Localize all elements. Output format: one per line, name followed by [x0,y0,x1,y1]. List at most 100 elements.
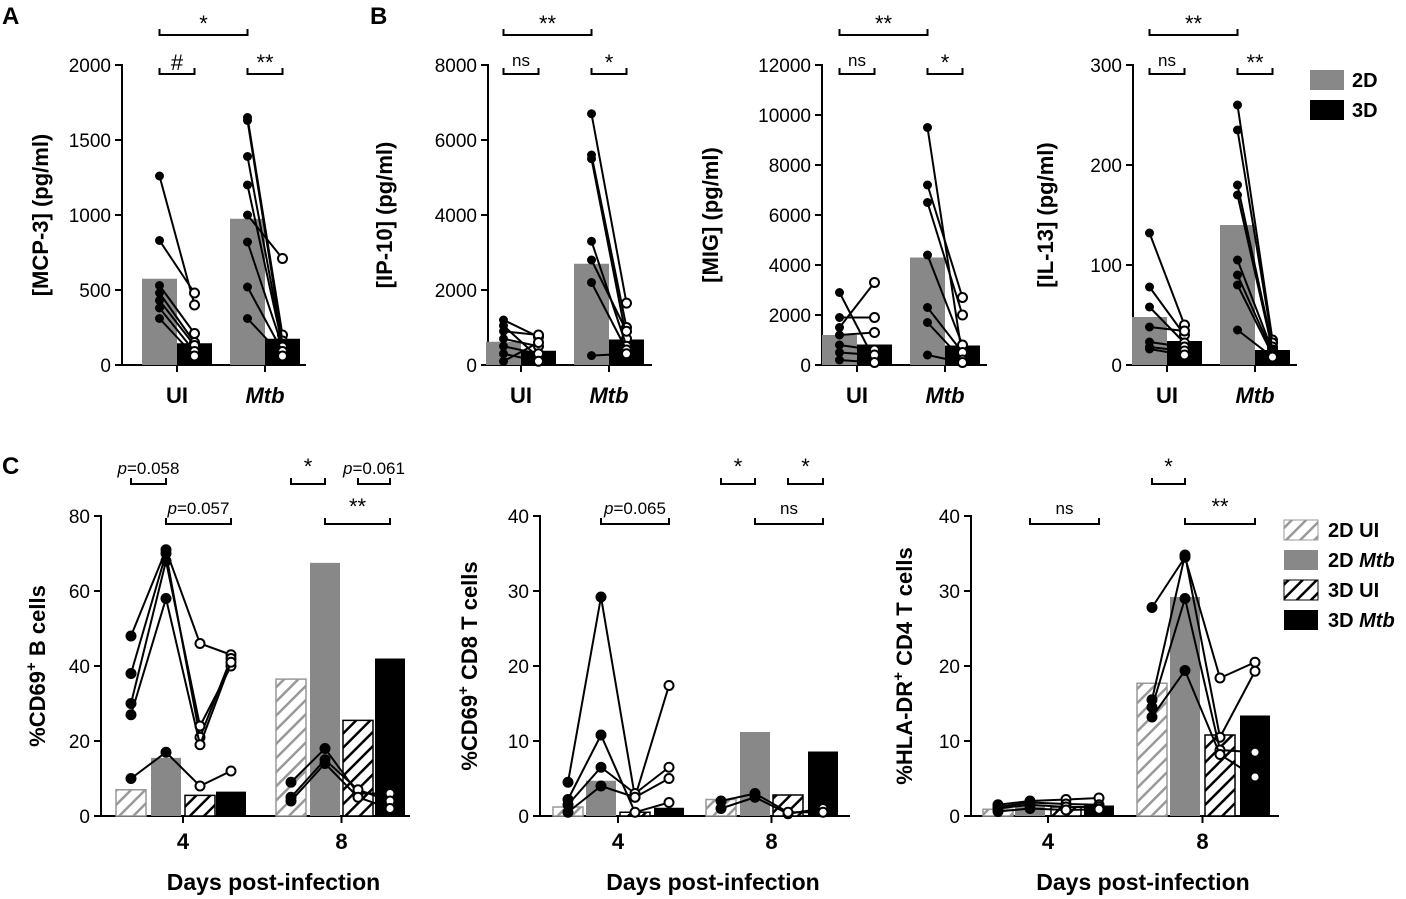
data-point-2d [125,668,137,679]
x-axis-title: Days post-infection [606,869,819,895]
donor-line [590,158,628,339]
data-point-3d [663,761,675,773]
legend-top: 2D 3D [1310,70,1378,122]
significance-bracket [1236,68,1274,75]
significance-label: ** [875,11,893,36]
data-point-3d [189,287,200,299]
donor-line [997,807,1100,813]
data-point-2d [155,288,164,298]
legend-label-2d-ui: 2D UI [1328,520,1379,542]
y-tick-label: 80 [69,507,90,528]
y-axis-label: [MCP-3] (pg/ml) [28,134,53,297]
significance-label: * [1164,454,1173,479]
donor-line [158,317,196,357]
x-axis-title: Days post-infection [1036,869,1249,895]
data-point-2d [243,210,252,220]
significance-label-value: =0.057 [177,499,229,518]
donor-line [926,202,964,316]
y-tick-label: 10 [508,732,529,753]
significance-bracket [502,68,540,75]
data-point-3d [352,791,364,803]
data-point-2d [1145,344,1154,354]
data-point-2d [155,236,164,245]
y-axis-label: %CD69+ CD8 T cells [455,561,482,770]
donor-line [130,594,232,749]
data-point-2d [1233,270,1242,280]
panel-label-a: A [2,3,19,30]
bar-2d-mtb [310,562,340,816]
donor-line [997,803,1099,810]
data-point-2d [587,236,596,246]
y-tick-label: 20 [939,657,960,678]
significance-label: p=0.065 [603,499,666,518]
significance-label: ** [539,11,557,36]
data-point-3d [957,357,968,368]
legend-label-2d: 2D [1352,70,1378,92]
data-point-2d [285,776,297,788]
data-point-2d [595,591,607,603]
data-point-3d [817,806,829,818]
data-point-2d [587,278,596,287]
data-point-2d [595,780,607,792]
data-point-2d [1179,549,1191,561]
y-tick-label: 100 [1090,256,1122,277]
donor-line [246,120,284,342]
data-point-2d [285,795,297,807]
donor-line [1148,306,1186,344]
y-axis-label-part: %CD69 [25,671,50,747]
chart-cd69b: 0 20 40 60 80 %CD69+ B cells 4 8 Days post-infec… [23,454,410,895]
data-point-2d [1179,593,1191,604]
data-point-3d [189,299,200,311]
donor-line [1149,348,1185,356]
significance-bracket [720,478,756,485]
donor-line [839,331,875,336]
data-point-2d [243,314,252,323]
donor-line [567,765,670,806]
legend-swatch-2d-mtb [1284,550,1318,570]
significance-bracket [1029,518,1100,525]
data-point-2d [587,154,596,164]
significance-label-value: =0.061 [352,459,404,478]
donor-line [246,241,284,348]
y-tick-label: 4000 [769,256,811,277]
donor-line [1149,341,1185,348]
data-point-3d [621,297,632,309]
bar-2d-ui [115,789,147,817]
data-point-2d [1145,282,1154,292]
legend-label-3d: 3D [1352,100,1378,122]
significance-bracket [290,478,326,485]
legend-swatch-2d [1310,70,1344,90]
legend-swatch-2d-ui [1283,519,1319,541]
data-point-3d [277,350,288,362]
donor-line [926,254,964,346]
donor-line [590,282,628,351]
data-point-2d [125,773,137,784]
data-point-3d [629,791,641,803]
data-point-2d [499,349,508,359]
y-tick-label: 40 [939,507,960,528]
data-point-2d [155,314,164,323]
significance-label: p=0.057 [167,499,230,518]
x-category-label: 4 [612,829,625,854]
data-point-3d [782,806,794,818]
legend-swatch-3d [1310,100,1344,120]
donor-line [158,284,196,335]
donor-line [1151,554,1256,741]
significance-label: ** [1211,494,1229,519]
y-tick-label: 0 [949,807,960,828]
chart-mcp3: 0 500 1000 1500 2000 [MCP-3] (pg/ml) UI Mtb * # ** [28,11,306,408]
significance-label-p: p [117,459,127,478]
data-point-3d [1249,665,1261,677]
x-category-label: UI [166,383,188,408]
y-tick-label: 0 [79,807,90,828]
legend-label-3d-mtb: 3D Mtb [1328,610,1395,632]
y-tick-label: 4000 [435,206,477,227]
data-point-3d [869,312,880,323]
data-point-2d [1146,711,1158,723]
donor-line [130,750,232,788]
y-tick-label: 1000 [69,206,111,227]
legend-swatch-3d-mtb [1284,610,1318,630]
data-point-3d [957,309,968,321]
donor-line [1236,194,1274,351]
data-point-2d [155,296,164,305]
